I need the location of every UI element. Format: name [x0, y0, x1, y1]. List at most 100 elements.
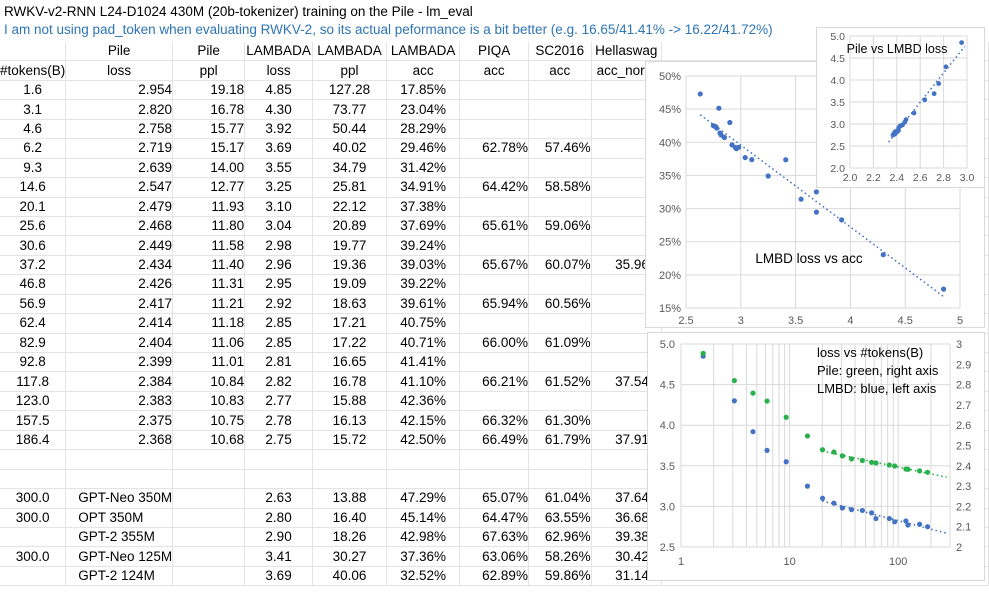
table-cell[interactable]: 25.81	[312, 177, 388, 198]
table-cell[interactable]	[459, 235, 529, 256]
table-cell[interactable]: 2.414	[65, 313, 174, 334]
table-cell[interactable]	[244, 469, 313, 490]
table-cell[interactable]: 23.04%	[386, 99, 461, 120]
table-cell[interactable]: 58.26%	[528, 546, 592, 567]
table-cell[interactable]: 16.13	[312, 410, 388, 431]
table-cell[interactable]: LAMBADA	[386, 42, 461, 62]
table-cell[interactable]: 19.18	[172, 80, 246, 101]
table-cell[interactable]	[0, 566, 67, 587]
table-cell[interactable]: 10.68	[172, 430, 246, 451]
table-cell[interactable]: 30.6	[0, 235, 67, 256]
table-cell[interactable]: 11.93	[172, 197, 246, 217]
table-cell[interactable]: Pile	[65, 42, 174, 62]
table-cell[interactable]: 2.954	[65, 80, 174, 101]
table-cell[interactable]: 2.820	[65, 99, 174, 120]
table-cell[interactable]: 2.82	[244, 371, 313, 392]
table-cell[interactable]: 3.25	[244, 177, 313, 198]
table-cell[interactable]: acc	[528, 60, 592, 81]
table-cell[interactable]: 37.69%	[386, 216, 461, 237]
table-cell[interactable]: 15.88	[312, 391, 388, 412]
table-cell[interactable]: 11.21	[172, 294, 246, 315]
table-cell[interactable]: 12.77	[172, 177, 246, 198]
table-cell[interactable]	[528, 449, 592, 470]
table-cell[interactable]: 2.719	[65, 138, 174, 159]
table-cell[interactable]: 20.1	[0, 197, 67, 217]
table-cell[interactable]: 14.6	[0, 177, 67, 198]
table-cell[interactable]: 2.547	[65, 177, 174, 198]
table-cell[interactable]: 13.88	[312, 488, 388, 509]
table-cell[interactable]: 63.55%	[528, 508, 592, 528]
table-cell[interactable]	[459, 313, 529, 334]
table-cell[interactable]	[528, 80, 592, 101]
table-cell[interactable]: 66.00%	[459, 333, 529, 354]
table-cell[interactable]: 2.75	[244, 430, 313, 451]
table-cell[interactable]	[459, 119, 529, 140]
table-cell[interactable]: acc_norm	[591, 60, 662, 81]
table-cell[interactable]: OPT 350M	[65, 508, 174, 528]
table-cell[interactable]: 10.84	[172, 371, 246, 392]
table-cell[interactable]: 61.09%	[528, 333, 592, 354]
table-cell[interactable]	[528, 313, 592, 334]
table-cell[interactable]: 157.5	[0, 410, 67, 431]
table-cell[interactable]: 2.758	[65, 119, 174, 140]
table-cell[interactable]: 2.434	[65, 255, 174, 276]
table-cell[interactable]: 11.01	[172, 352, 246, 373]
table-cell[interactable]	[65, 449, 174, 470]
table-cell[interactable]: 2.417	[65, 294, 174, 315]
table-cell[interactable]: 40.02	[312, 138, 388, 159]
table-cell[interactable]: 2.383	[65, 391, 174, 412]
table-cell[interactable]	[528, 274, 592, 295]
table-cell[interactable]: 67.63%	[459, 527, 529, 548]
table-cell[interactable]: 2.426	[65, 274, 174, 295]
table-cell[interactable]: 19.09	[312, 274, 388, 295]
table-cell[interactable]: 47.29%	[386, 488, 461, 509]
table-cell[interactable]: 60.07%	[528, 255, 592, 276]
table-cell[interactable]	[528, 197, 592, 217]
table-cell[interactable]: 10.83	[172, 391, 246, 412]
table-cell[interactable]: 40.75%	[386, 313, 461, 334]
table-cell[interactable]: 15.17	[172, 138, 246, 159]
table-cell[interactable]: GPT-2 355M	[65, 527, 174, 548]
table-cell[interactable]	[528, 119, 592, 140]
table-cell[interactable]	[172, 546, 246, 567]
table-cell[interactable]: 32.52%	[386, 566, 461, 587]
table-cell[interactable]: 40.06	[312, 566, 388, 587]
table-cell[interactable]: 2.404	[65, 333, 174, 354]
table-cell[interactable]: 127.28	[312, 80, 388, 101]
table-cell[interactable]: 57.46%	[528, 138, 592, 159]
table-cell[interactable]	[459, 99, 529, 120]
table-cell[interactable]: 3.69	[244, 138, 313, 159]
table-cell[interactable]: 63.06%	[459, 546, 529, 567]
table-cell[interactable]	[172, 508, 246, 528]
table-cell[interactable]: 2.77	[244, 391, 313, 412]
table-cell[interactable]	[528, 99, 592, 120]
table-cell[interactable]: 61.30%	[528, 410, 592, 431]
table-cell[interactable]: 14.00	[172, 158, 246, 179]
table-cell[interactable]: 3.04	[244, 216, 313, 237]
table-cell[interactable]: 50.44	[312, 119, 388, 140]
table-cell[interactable]: 66.21%	[459, 371, 529, 392]
table-cell[interactable]: 16.78	[172, 99, 246, 120]
table-cell[interactable]: 59.06%	[528, 216, 592, 237]
table-cell[interactable]	[459, 197, 529, 217]
table-cell[interactable]	[172, 527, 246, 548]
table-cell[interactable]: 15.72	[312, 430, 388, 451]
table-cell[interactable]: 18.63	[312, 294, 388, 315]
table-cell[interactable]	[528, 391, 592, 412]
table-cell[interactable]: 61.79%	[528, 430, 592, 451]
table-cell[interactable]: 39.03%	[386, 255, 461, 276]
table-cell[interactable]: 3.69	[244, 566, 313, 587]
table-cell[interactable]: 40.71%	[386, 333, 461, 354]
table-cell[interactable]	[65, 469, 174, 490]
table-cell[interactable]: 11.80	[172, 216, 246, 237]
table-cell[interactable]: 39.22%	[386, 274, 461, 295]
table-cell[interactable]: 62.89%	[459, 566, 529, 587]
table-cell[interactable]: 61.52%	[528, 371, 592, 392]
table-cell[interactable]: 25.6	[0, 216, 67, 237]
table-cell[interactable]: 3.55	[244, 158, 313, 179]
table-cell[interactable]	[459, 274, 529, 295]
table-cell[interactable]: 28.29%	[386, 119, 461, 140]
table-cell[interactable]	[172, 566, 246, 587]
table-cell[interactable]: GPT-2 124M	[65, 566, 174, 587]
table-cell[interactable]: 29.46%	[386, 138, 461, 159]
